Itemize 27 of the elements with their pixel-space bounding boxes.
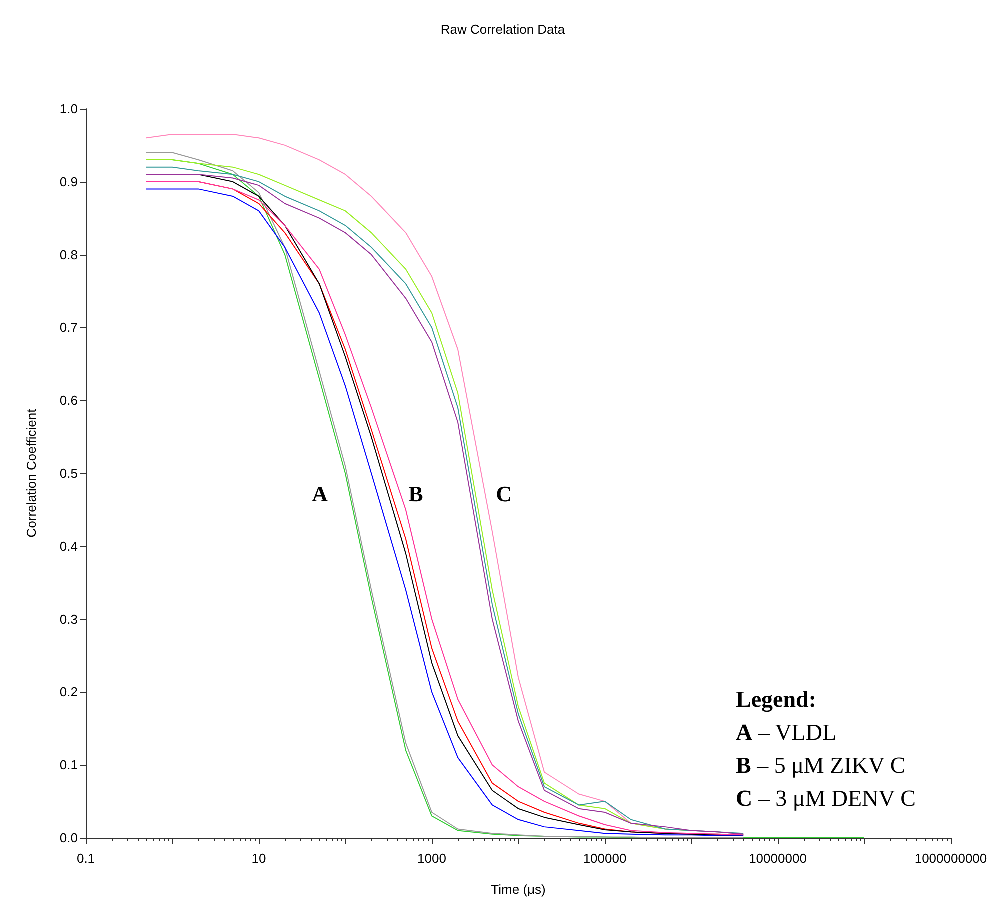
annotation: Legend: bbox=[736, 687, 816, 713]
y-tick-label: 0.6 bbox=[60, 393, 78, 408]
y-tick-label: 0.5 bbox=[60, 466, 78, 481]
chart-title: Raw Correlation Data bbox=[440, 22, 566, 37]
annotation: B bbox=[408, 482, 424, 506]
x-tick-label: 0.1 bbox=[76, 851, 96, 866]
annotation: C bbox=[496, 482, 512, 506]
annotation: C – 3 μM DENV C bbox=[736, 786, 916, 811]
y-axis-title: Correlation Coefficient bbox=[24, 408, 39, 538]
y-tick-label: 1.0 bbox=[60, 102, 78, 116]
y-tick-label: 0.0 bbox=[60, 830, 78, 846]
annotation: B – 5 μM ZIKV C bbox=[736, 753, 906, 778]
x-tick-label: 100000 bbox=[583, 851, 627, 866]
x-tick-label: 10 bbox=[252, 851, 266, 866]
y-tick-label: 0.7 bbox=[60, 320, 78, 336]
x-tick-label: 1000000000 bbox=[914, 851, 988, 866]
y-tick-label: 0.3 bbox=[60, 612, 78, 627]
y-tick-label: 0.1 bbox=[60, 758, 78, 773]
y-tick-label: 0.2 bbox=[60, 684, 78, 700]
y-tick-label: 0.4 bbox=[60, 538, 78, 554]
y-tick-label: 0.9 bbox=[60, 174, 78, 190]
x-tick-label: 1000 bbox=[418, 851, 446, 866]
annotation: A bbox=[312, 482, 328, 506]
y-tick-label: 0.8 bbox=[60, 247, 78, 262]
annotation: A – VLDL bbox=[736, 720, 837, 745]
x-axis-title: Time (μs) bbox=[491, 882, 546, 897]
x-tick-label: 10000000 bbox=[749, 851, 807, 866]
